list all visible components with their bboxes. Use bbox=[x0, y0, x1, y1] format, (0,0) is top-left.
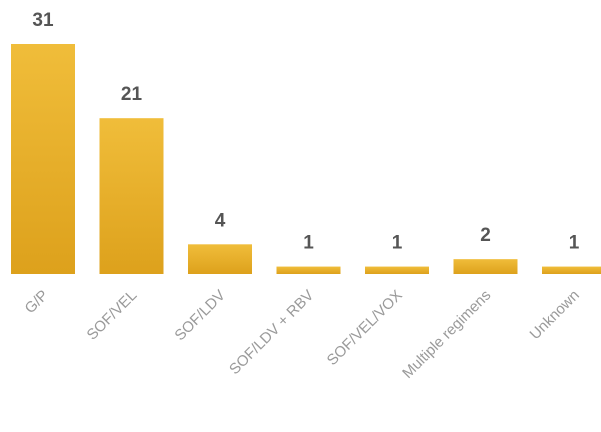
data-label: 21 bbox=[121, 84, 143, 105]
data-label: 1 bbox=[392, 233, 403, 254]
bar bbox=[365, 266, 429, 274]
x-tick-label: Unknown bbox=[527, 287, 583, 343]
bar bbox=[11, 44, 75, 274]
data-label: 4 bbox=[215, 210, 226, 231]
data-label: 1 bbox=[569, 233, 580, 254]
x-tick-label: SOF/LDV + RBV bbox=[226, 287, 317, 378]
x-tick-label: G/P bbox=[22, 287, 52, 317]
x-tick-label: SOF/VEL bbox=[84, 287, 141, 344]
bar bbox=[542, 266, 601, 274]
bar bbox=[188, 244, 252, 274]
x-tick-label: Multiple regimens bbox=[399, 287, 494, 382]
data-label: 2 bbox=[480, 225, 491, 246]
bar bbox=[276, 266, 341, 274]
x-tick-label: SOF/LDV bbox=[171, 287, 228, 344]
data-label: 1 bbox=[303, 233, 314, 254]
data-label: 31 bbox=[32, 10, 54, 31]
bar bbox=[99, 118, 164, 275]
bar bbox=[453, 259, 518, 274]
x-tick-label: SOF/VEL/VOX bbox=[324, 287, 406, 369]
